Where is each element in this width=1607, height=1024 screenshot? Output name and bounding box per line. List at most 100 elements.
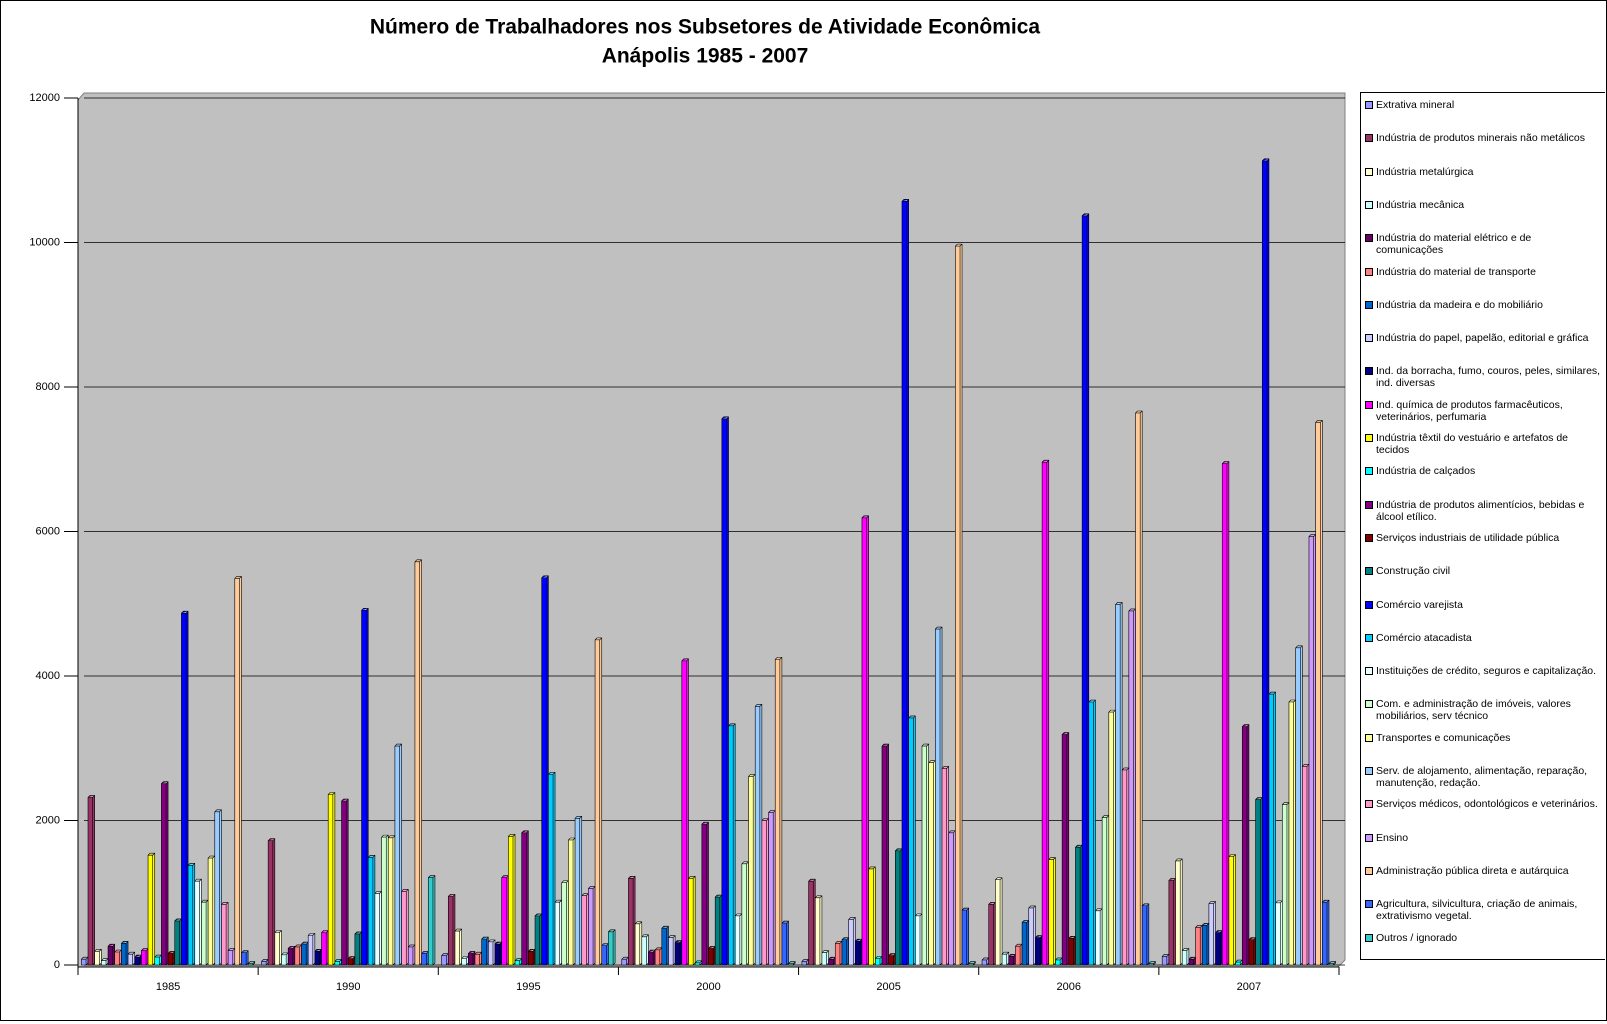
bar: [908, 715, 916, 966]
legend-swatch: [1365, 533, 1373, 542]
legend-swatch: [1365, 667, 1373, 676]
bar: [441, 953, 449, 966]
bar: [548, 771, 556, 966]
bar: [201, 899, 209, 966]
bar: [314, 948, 322, 966]
bar: [1228, 854, 1236, 966]
legend-swatch: [1365, 334, 1373, 343]
legend-item: Construção civil: [1365, 565, 1601, 577]
bar: [1075, 844, 1083, 966]
bar: [121, 941, 129, 966]
bar: [988, 902, 996, 966]
bar: [481, 936, 489, 966]
bar: [394, 743, 402, 966]
legend-label: Indústria do material elétrico e de comu…: [1376, 232, 1532, 257]
legend-label: Construção civil: [1376, 565, 1451, 578]
x-tick-label: 2000: [696, 981, 720, 993]
legend-item: Indústria do papel, papelão, editorial e…: [1365, 332, 1601, 344]
bar: [888, 953, 896, 966]
bar: [401, 889, 409, 966]
legend-label: Extrativa mineral: [1376, 99, 1455, 111]
bar: [688, 876, 696, 966]
legend-swatch: [1365, 367, 1373, 376]
legend-label: Indústria de produtos minerais não metál…: [1376, 132, 1585, 145]
bar: [1215, 930, 1223, 966]
bar: [694, 960, 703, 966]
bar: [915, 913, 923, 966]
bar: [1302, 764, 1310, 966]
bar: [307, 933, 316, 966]
legend-item: Com. e administração de imóveis, valores…: [1365, 698, 1601, 722]
bar: [114, 949, 122, 966]
bar: [1261, 158, 1270, 966]
bar: [728, 723, 736, 966]
bar: [668, 935, 676, 966]
legend-swatch: [1365, 434, 1373, 442]
legend-label: Outros / ignorado: [1376, 931, 1458, 944]
legend-label: Serviços médicos, odontológicos e veteri…: [1376, 798, 1598, 811]
y-tick-label: 0: [54, 959, 60, 971]
y-tick-label: 4000: [36, 670, 60, 682]
bar: [141, 948, 149, 966]
bar: [1221, 461, 1230, 966]
bar: [427, 875, 436, 966]
bar: [961, 907, 970, 966]
legend-item: Extrativa mineral: [1365, 99, 1601, 111]
bar: [1115, 602, 1123, 966]
bar: [1208, 901, 1216, 966]
bar: [594, 637, 603, 966]
legend-item: Instituições de crédito, seguros e capit…: [1365, 665, 1601, 677]
legend-item: Outros / ignorado: [1365, 932, 1601, 944]
legend-item: Comércio varejista: [1365, 599, 1601, 611]
legend-label: Indústria metalúrgica: [1376, 165, 1474, 178]
bar: [1068, 935, 1076, 966]
bar: [874, 956, 883, 966]
bar: [181, 610, 189, 966]
bar: [801, 959, 809, 966]
legend-label: Serviços industriais de utilidade públic…: [1376, 531, 1560, 544]
legend-item: Ind. da borracha, fumo, couros, peles, s…: [1365, 365, 1601, 389]
bar: [321, 930, 329, 966]
bar: [101, 958, 109, 966]
bar: [1101, 815, 1110, 966]
legend-label: Administração pública direta e autárquic…: [1376, 864, 1569, 877]
legend-item: Indústria metalúrgica: [1365, 166, 1601, 178]
bar: [1028, 905, 1036, 966]
chart-title: Número de Trabalhadores nos Subsetores d…: [370, 16, 1041, 39]
bar: [654, 947, 663, 966]
legend-swatch: [1365, 600, 1373, 609]
bar: [294, 944, 302, 966]
bar: [1001, 951, 1010, 966]
legend-item: Indústria da madeira e do mobiliário: [1365, 299, 1601, 311]
bar: [554, 899, 563, 966]
bar: [861, 515, 869, 966]
legend-swatch: [1365, 800, 1373, 809]
bar: [608, 929, 616, 966]
bar: [281, 952, 289, 966]
legend-item: Serviços industriais de utilidade públic…: [1365, 532, 1601, 544]
legend-swatch: [1365, 500, 1373, 509]
bar: [955, 243, 963, 966]
bar: [1241, 724, 1250, 966]
legend-swatch: [1365, 167, 1373, 176]
legend-swatch: [1365, 134, 1373, 143]
bar: [174, 918, 182, 966]
legend-label: Indústria do papel, papelão, editorial e…: [1376, 332, 1589, 345]
bar: [508, 834, 516, 966]
bar: [1175, 858, 1183, 966]
y-tick-label: 12000: [29, 92, 60, 104]
legend-item: Agricultura, silvicultura, criação de an…: [1365, 898, 1601, 922]
bar: [781, 920, 789, 966]
legend-swatch: [1365, 267, 1373, 276]
bar: [374, 891, 382, 966]
legend-swatch: [1365, 767, 1373, 775]
bar: [661, 925, 669, 966]
legend-label: Agricultura, silvicultura, criação de an…: [1376, 898, 1578, 923]
legend-item: Serv. de alojamento, alimentação, repara…: [1365, 765, 1601, 789]
bar: [1328, 961, 1336, 966]
legend-item: Transportes e comunicações: [1365, 732, 1601, 744]
bar: [1035, 935, 1043, 966]
bar: [734, 913, 743, 966]
bar: [928, 760, 936, 966]
